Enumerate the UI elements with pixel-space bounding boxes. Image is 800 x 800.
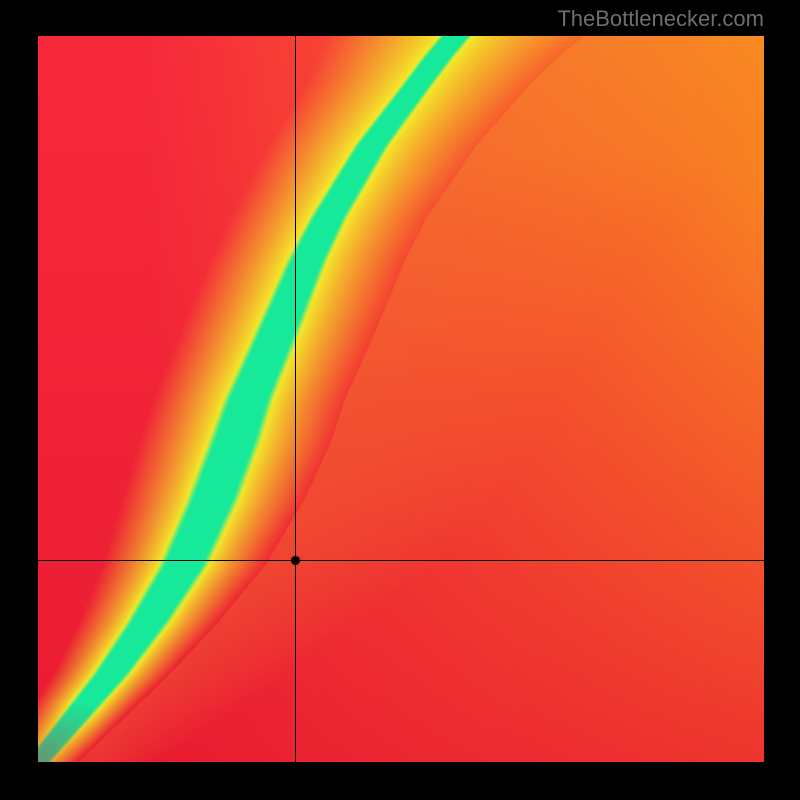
watermark-text: TheBottlenecker.com (557, 6, 764, 32)
crosshair-vertical (295, 36, 296, 762)
chart-container: TheBottlenecker.com (0, 0, 800, 800)
crosshair-horizontal (38, 560, 764, 561)
crosshair-dot (290, 555, 301, 566)
heatmap-canvas (38, 36, 764, 762)
